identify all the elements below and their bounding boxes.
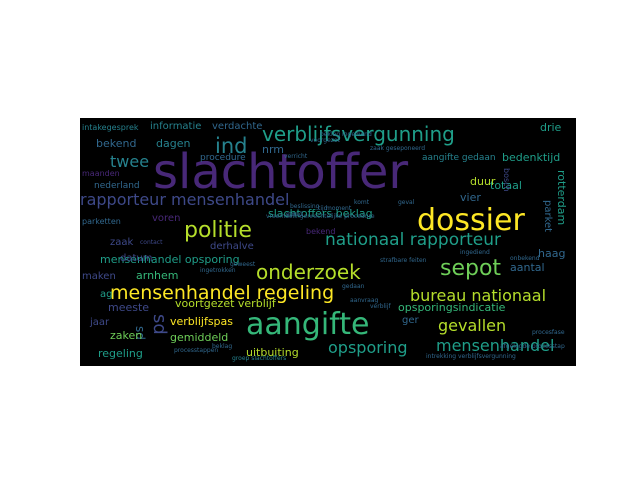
- word: strafbare feiten: [380, 257, 427, 264]
- word: sd: [133, 326, 147, 340]
- word: ingediend: [460, 249, 490, 256]
- word: drie: [540, 121, 562, 134]
- word: beklag: [212, 343, 233, 350]
- word: datum: [120, 253, 153, 264]
- word: opsporingsindicatie: [398, 301, 506, 314]
- word: verblijfspas: [170, 315, 234, 328]
- word: maken: [82, 271, 116, 282]
- word: bekend: [96, 137, 137, 150]
- word: beklag ingediend: [320, 131, 372, 138]
- word: aangifte gedaan: [422, 153, 496, 163]
- word: zaak: [110, 237, 134, 248]
- word: sepot: [440, 256, 502, 281]
- word: jaar: [90, 317, 110, 328]
- word: meeste: [108, 301, 150, 314]
- word: intakegesprek: [82, 123, 139, 132]
- word: geval: [398, 199, 415, 206]
- word: vier: [460, 191, 481, 204]
- word: sd: [149, 314, 170, 335]
- word: procesfase: [532, 329, 565, 336]
- word: vreemdelingenrechtelijke procedure: [266, 213, 375, 220]
- word: voren: [152, 213, 181, 224]
- word: regeling: [98, 347, 143, 360]
- word: intrekking verblijfsvergunning: [426, 353, 516, 360]
- word: maanden: [82, 169, 120, 178]
- word: contact: [140, 239, 163, 246]
- word-cloud: slachtoffer dossier aangifte mensenhande…: [80, 118, 576, 366]
- word: totaal: [490, 179, 522, 192]
- word: verblijf: [370, 303, 391, 310]
- word: procedure: [200, 153, 246, 163]
- word: verdachte: [212, 121, 263, 132]
- word: nrm: [262, 143, 285, 156]
- word: rotterdam: [555, 170, 568, 226]
- word: ger: [402, 315, 419, 326]
- word: verblijfsvergunning: [262, 122, 455, 146]
- word: zaak geseponeerd: [370, 145, 426, 152]
- word: politie: [184, 218, 252, 243]
- word: moment: [326, 205, 352, 212]
- word: ag: [100, 289, 113, 300]
- word: komt: [354, 199, 370, 206]
- word: dossier: [417, 203, 525, 238]
- word: gedaan: [342, 283, 365, 290]
- word: informatie: [150, 121, 202, 132]
- word: mensenhandel: [436, 336, 555, 355]
- word: bosch: [502, 168, 511, 192]
- word: arnhem: [136, 269, 179, 282]
- word: nationaal rapporteur: [325, 230, 501, 250]
- word: verricht: [284, 153, 308, 160]
- word: ingetrokken: [200, 267, 236, 274]
- word: slachtoffers beklag: [268, 207, 373, 220]
- word: aantal: [510, 261, 545, 274]
- word: ind: [215, 134, 248, 158]
- word: parket: [542, 200, 553, 233]
- word: bekend: [306, 227, 336, 236]
- word: stond: [286, 211, 303, 218]
- word: bureau nationaal: [410, 286, 547, 305]
- word: zaken: [110, 329, 143, 342]
- word: slachtoffer: [153, 144, 409, 200]
- word: twee: [110, 152, 150, 171]
- word: tijd: [318, 205, 328, 212]
- word: gevallen: [438, 316, 507, 335]
- word: nederland: [94, 181, 140, 191]
- word: mensenhandel opsporing: [100, 253, 240, 266]
- word: gemiddeld: [170, 331, 229, 344]
- word: aanvraag: [350, 297, 379, 304]
- word: voorgezet: [310, 137, 340, 144]
- word: haag: [538, 247, 566, 260]
- word: onderzoek: [256, 260, 361, 284]
- word: groep slachtoffers: [232, 355, 287, 362]
- word: uitbuiting: [246, 346, 299, 359]
- word: beslissing: [290, 203, 320, 210]
- word: geweest: [230, 261, 256, 268]
- word: opsporing: [328, 338, 408, 357]
- word: duur: [470, 175, 496, 188]
- word: rapporteur mensenhandel: [80, 190, 290, 209]
- word: bedenktijd: [502, 151, 561, 164]
- word: aangifte: [246, 307, 370, 342]
- word: dagen: [156, 137, 191, 150]
- word: derhalve: [210, 241, 254, 252]
- word: onbekend: [510, 255, 540, 262]
- word: parketten: [82, 217, 121, 226]
- word: processtappen: [174, 347, 219, 354]
- word: mensenhandel regeling: [110, 282, 335, 304]
- word: afgelegde processtap: [500, 343, 565, 350]
- word: voortgezet verblijf: [175, 297, 276, 310]
